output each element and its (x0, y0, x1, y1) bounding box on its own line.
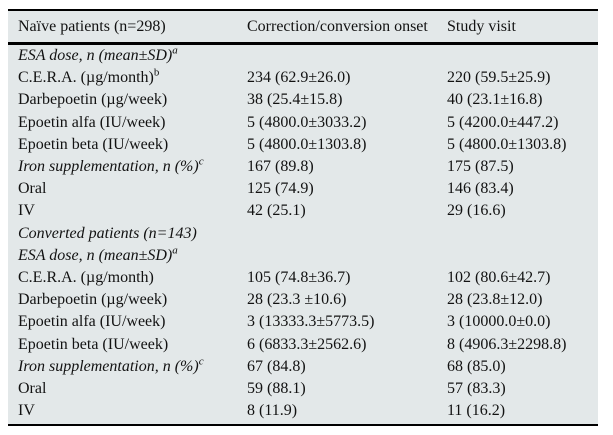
row-label-text: ESA dose, n (mean±SD) (18, 246, 173, 264)
footnote-marker: a (172, 244, 178, 257)
row-label: ESA dose, n (mean±SD)a (18, 244, 247, 265)
row-label: IV (18, 402, 247, 420)
cell-study-visit: 8 (4906.3±2298.8) (447, 335, 567, 353)
table-row: Iron supplementation, n (%)c 67 (84.8) 68 … (18, 356, 598, 378)
cell-study-visit: 175 (87.5) (447, 158, 514, 176)
row-label: IV (18, 202, 247, 220)
row-label-text: Epoetin alfa (IU/week) (18, 113, 166, 131)
table-row: IV 8 (11.9) 11 (16.2) (18, 400, 598, 422)
cell-correction-onset: 28 (23.3 ±10.6) (247, 291, 347, 309)
column-header-naive-patients: Naïve patients (n=298) (18, 17, 166, 35)
cell-correction-onset: 3 (13333.3±5773.5) (247, 313, 375, 331)
row-label: Darbepoetin (µg/week) (18, 291, 247, 309)
row-label: ESA dose, n (mean±SD)a (18, 44, 247, 65)
row-label: Epoetin alfa (IU/week) (18, 313, 247, 331)
cell-correction-onset: 6 (6833.3±2562.6) (247, 335, 367, 353)
cell-correction-onset: 125 (74.9) (247, 180, 314, 198)
cell-correction-onset: 234 (62.9±26.0) (247, 69, 351, 87)
row-label: Iron supplementation, n (%)c (18, 155, 247, 176)
table-row: Epoetin beta (IU/week) 5 (4800.0±1303.8) 5… (18, 134, 598, 156)
row-label: Darbepoetin (µg/week) (18, 91, 247, 109)
cell-study-visit: 3 (10000.0±0.0) (447, 313, 551, 331)
footnote-marker: b (153, 66, 160, 79)
cell-study-visit: 220 (59.5±25.9) (447, 69, 551, 87)
table-row: Iron supplementation, n (%)c 167 (89.8) 17… (18, 156, 598, 178)
table-row: Epoetin beta (IU/week) 6 (6833.3±2562.6) 8… (18, 333, 598, 355)
row-label-text: C.E.R.A. (µg/month) (18, 268, 154, 286)
row-label-text: Iron supplementation, n (%) (18, 158, 199, 176)
row-label: Oral (18, 380, 247, 398)
cell-correction-onset: 105 (74.8±36.7) (247, 268, 351, 286)
table-row: ESA dose, n (mean±SD)a (18, 45, 598, 67)
table-row: Darbepoetin (µg/week) 28 (23.3 ±10.6) 28 (… (18, 289, 598, 311)
row-label-text: Epoetin beta (IU/week) (18, 335, 169, 353)
row-label-text: Iron supplementation, n (%) (18, 357, 199, 375)
row-label-text: Epoetin alfa (IU/week) (18, 313, 166, 331)
table-row: C.E.R.A. (µg/month) 105 (74.8±36.7) 102 (8… (18, 267, 598, 289)
cell-correction-onset: 67 (84.8) (247, 357, 306, 375)
row-label-text: ESA dose, n (mean±SD) (18, 47, 173, 65)
cell-correction-onset: 59 (88.1) (247, 379, 306, 397)
cell-study-visit: 5 (4800.0±1303.8) (447, 135, 567, 153)
table-row: Oral 59 (88.1) 57 (83.3) (18, 378, 598, 400)
table-row: C.E.R.A. (µg/month)b 234 (62.9±26.0) 220 (… (18, 67, 598, 89)
cell-correction-onset: 5 (4800.0±3033.2) (247, 113, 367, 131)
table-row: Oral 125 (74.9) 146 (83.4) (18, 178, 598, 200)
cell-study-visit: 68 (85.0) (447, 357, 506, 375)
column-header-study-visit: Study visit (447, 17, 516, 35)
table-header-row: Naïve patients (n=298) Correction/conver… (8, 11, 598, 45)
table-row: Epoetin alfa (IU/week) 3 (13333.3±5773.5)… (18, 311, 598, 333)
row-label: Oral (18, 180, 247, 198)
row-label: Epoetin beta (IU/week) (18, 136, 247, 154)
results-table: Naïve patients (n=298) Correction/conver… (8, 9, 598, 427)
cell-correction-onset: 167 (89.8) (247, 158, 314, 176)
cell-correction-onset: 38 (25.4±15.8) (247, 91, 343, 109)
cell-study-visit: 102 (80.6±42.7) (447, 268, 551, 286)
column-header-correction-onset: Correction/conversion onset (247, 17, 428, 35)
table-row: Darbepoetin (µg/week) 38 (25.4±15.8) 40 (2… (18, 89, 598, 111)
cell-study-visit: 11 (16.2) (447, 402, 506, 420)
row-label-text: Oral (18, 379, 47, 397)
row-label: Iron supplementation, n (%)c (18, 355, 247, 376)
row-label-text: Darbepoetin (µg/week) (18, 291, 168, 309)
cell-study-visit: 57 (83.3) (447, 379, 506, 397)
footnote-marker: c (198, 355, 204, 368)
row-label-text: Converted patients (n=143) (18, 224, 197, 242)
row-label-text: Darbepoetin (µg/week) (18, 91, 168, 109)
row-label-text: IV (18, 402, 35, 420)
cell-study-visit: 29 (16.6) (447, 202, 506, 220)
table-row: IV 42 (25.1) 29 (16.6) (18, 200, 598, 222)
cell-correction-onset: 5 (4800.0±1303.8) (247, 135, 367, 153)
row-label-text: Oral (18, 180, 47, 198)
row-label: Converted patients (n=143) (18, 225, 247, 243)
cell-study-visit: 146 (83.4) (447, 180, 514, 198)
row-label: C.E.R.A. (µg/month) (18, 269, 247, 287)
table-body: ESA dose, n (mean±SD)a C.E.R.A. (µg/month… (8, 45, 598, 424)
cell-study-visit: 5 (4200.0±447.2) (447, 113, 559, 131)
cell-study-visit: 40 (23.1±16.8) (447, 91, 543, 109)
table-row: Epoetin alfa (IU/week) 5 (4800.0±3033.2) 5… (18, 112, 598, 134)
row-label-text: Epoetin beta (IU/week) (18, 135, 169, 153)
table-row: Converted patients (n=143) (18, 223, 598, 245)
row-label: C.E.R.A. (µg/month)b (18, 66, 247, 87)
cell-correction-onset: 42 (25.1) (247, 202, 306, 220)
row-label-text: IV (18, 202, 35, 220)
row-label: Epoetin alfa (IU/week) (18, 114, 247, 132)
row-label: Epoetin beta (IU/week) (18, 336, 247, 354)
footnote-marker: a (172, 44, 178, 57)
footnote-marker: c (198, 155, 204, 168)
cell-study-visit: 28 (23.8±12.0) (447, 291, 543, 309)
cell-correction-onset: 8 (11.9) (247, 402, 298, 420)
table-row: ESA dose, n (mean±SD)a (18, 245, 598, 267)
row-label-text: C.E.R.A. (µg/month) (18, 69, 154, 87)
